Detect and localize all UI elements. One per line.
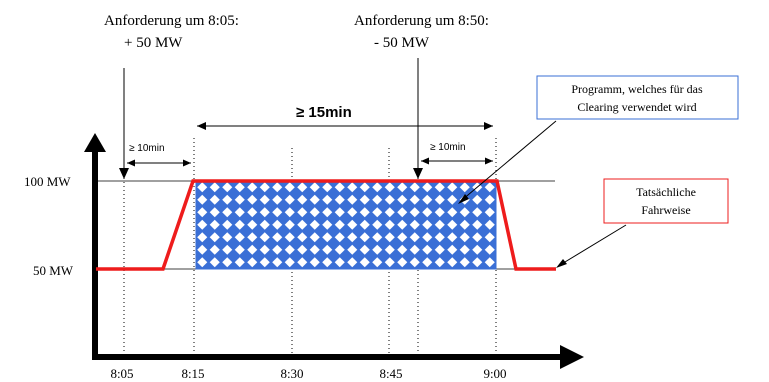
request-2-line2: - 50 MW	[374, 35, 430, 51]
clearing-program-block	[195, 180, 497, 270]
x-label-845: 8:45	[379, 366, 402, 381]
y-label-100mw: 100 MW	[24, 174, 71, 189]
x-axis	[92, 345, 584, 369]
interval-right-label: ≥ 10min	[430, 142, 466, 153]
program-callout-pointer	[458, 120, 557, 204]
actual-callout-box	[603, 178, 729, 224]
request-2-arrow	[413, 58, 423, 179]
actual-callout-pointer	[556, 224, 627, 268]
interval-main-15min	[197, 122, 493, 130]
interval-left-10min	[127, 159, 191, 167]
x-label-805: 8:05	[110, 366, 133, 381]
actual-operation-line	[96, 179, 556, 271]
x-label-900: 9:00	[483, 366, 506, 381]
interval-main-label: ≥ 15min	[296, 104, 352, 121]
request-2-line1: Anforderung um 8:50:	[354, 13, 489, 29]
program-callout-line1: Programm, welches für das	[571, 82, 703, 96]
actual-callout-line1: Tatsächliche	[636, 185, 696, 199]
x-label-815: 8:15	[181, 366, 204, 381]
request-1-line1: Anforderung um 8:05:	[104, 13, 239, 29]
y-label-50mw: 50 MW	[33, 263, 74, 278]
actual-callout-line2: Fahrweise	[641, 203, 690, 217]
x-label-830: 8:30	[280, 366, 303, 381]
program-callout-line2: Clearing verwendet wird	[577, 100, 696, 114]
interval-left-label: ≥ 10min	[129, 143, 165, 154]
request-1-arrow	[119, 68, 129, 179]
y-axis	[84, 133, 106, 360]
program-callout-box	[536, 75, 739, 120]
interval-right-10min	[421, 157, 493, 165]
request-1-line2: + 50 MW	[124, 35, 183, 51]
